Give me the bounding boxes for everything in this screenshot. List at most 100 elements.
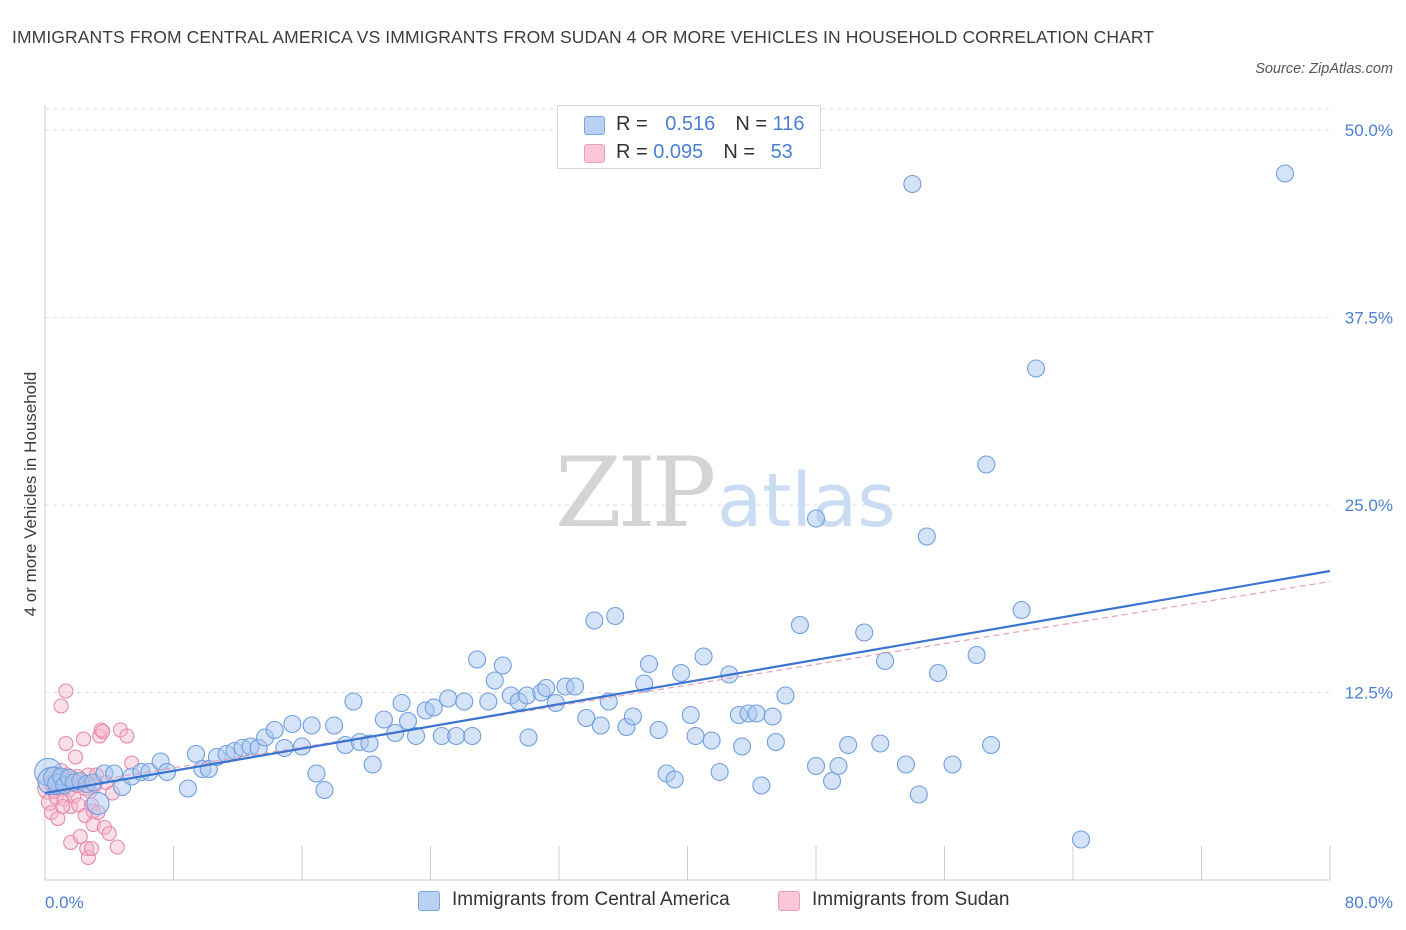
sudan-point [58,735,74,752]
central-america-point [447,726,466,746]
central-america-point [1027,359,1046,378]
central-america-point [909,785,928,804]
central-america-point [1071,830,1091,849]
sudan-point [96,819,112,836]
central-america-point [943,755,962,774]
central-america-point [855,623,874,642]
watermark-zip: ZIP [555,437,714,549]
legend-swatch-pink [584,144,605,163]
central-america-point [806,756,826,776]
central-america-point [649,720,668,740]
watermark-atlas: atlas [717,458,896,544]
central-america-point [823,771,842,791]
y-tick-label: 12.5% [1345,684,1393,703]
correlation-legend: R = 0.516 N = 116 R = 0.095 N = 53 [557,105,821,169]
central-america-point [776,686,795,705]
central-america-point [1012,600,1031,620]
central-america-point [463,726,482,746]
central-america-point [896,755,916,774]
central-america-point [537,678,556,698]
central-america-point [1275,164,1295,183]
central-america-point [591,716,610,735]
central-america-point [752,776,771,795]
central-america-point [766,732,785,752]
central-america-point [763,707,782,726]
central-america-point [519,728,538,747]
central-america-point [623,707,642,726]
central-america-point [790,615,809,635]
legend-r-value-1: 0.516 [665,113,716,135]
central-america-point [681,705,700,725]
sudan-point [80,849,96,866]
x-tick-label: 0.0% [45,893,84,912]
sudan-point [84,840,100,857]
central-america-point [929,663,948,683]
central-america-point [871,734,890,753]
central-america-point [733,737,752,756]
central-america-point [982,735,1001,755]
central-america-point [307,764,326,783]
central-america-point [265,720,284,740]
legend-n-value-2: 53 [770,141,793,163]
central-america-point [829,756,848,776]
central-america-point [702,731,721,750]
central-america-point [876,651,895,671]
central-america-point [903,174,922,194]
y-tick-label: 37.5% [1345,309,1393,328]
central-america-point [315,780,334,800]
central-america-point [710,762,729,782]
sudan-point [76,731,92,747]
bottom-legend-swatch-blue [418,891,440,911]
trend-lines [44,569,1331,795]
central-america-point [585,611,604,630]
legend-r-label: R = [616,141,648,163]
sudan-point [53,698,69,714]
legend-n-label: N = [735,113,767,135]
central-america-point [363,755,382,774]
watermark: ZIP atlas [555,437,896,549]
central-america-point [392,693,411,713]
central-america-point [398,711,418,731]
bottom-legend-label-sudan: Immigrants from Sudan [812,889,1010,910]
sudan-point [109,839,125,855]
sudan-point [95,723,111,740]
y-tick-label: 50.0% [1345,121,1393,140]
central-america-point [665,770,684,789]
series-central-america-points [34,164,1295,849]
central-america-point [283,714,302,734]
central-america-point [479,692,498,711]
central-america-point [424,698,443,717]
axes [44,105,1331,881]
legend-r-value-2: 0.095 [653,141,704,163]
central-america-point [686,726,705,746]
sudan-trend-line [104,580,1331,780]
central-america-point [493,656,512,675]
legend-r-label: R = [616,113,648,135]
central-america-point [374,710,393,729]
y-axis-label: 4 or more Vehicles in Household [21,372,40,617]
central-america-point [806,509,826,528]
central-america-point [455,692,474,711]
chart-source: Source: ZipAtlas.com [1255,61,1393,77]
sudan-point [119,728,135,744]
central-america-point [639,654,659,674]
central-america-point [360,734,379,753]
chart-title: IMMIGRANTS FROM CENTRAL AMERICA VS IMMIG… [12,27,1155,47]
sudan-point [55,798,71,815]
central-america-point [275,738,294,758]
legend-swatch-blue [584,116,605,135]
x-tick-label: 80.0% [1345,893,1393,912]
bottom-legend-swatch-pink [778,891,800,911]
central-america-point [485,671,504,690]
central-america-point [439,689,458,708]
central-america-point [406,726,426,746]
central-america-point [577,708,596,728]
bottom-legend-label-central-america: Immigrants from Central America [452,889,730,910]
central-america-point [302,716,321,735]
central-america-point [694,647,713,666]
central-america-point [839,735,858,755]
sudan-point [67,749,84,765]
central-america-point [344,692,363,711]
central-america-trend-line [44,569,1331,795]
